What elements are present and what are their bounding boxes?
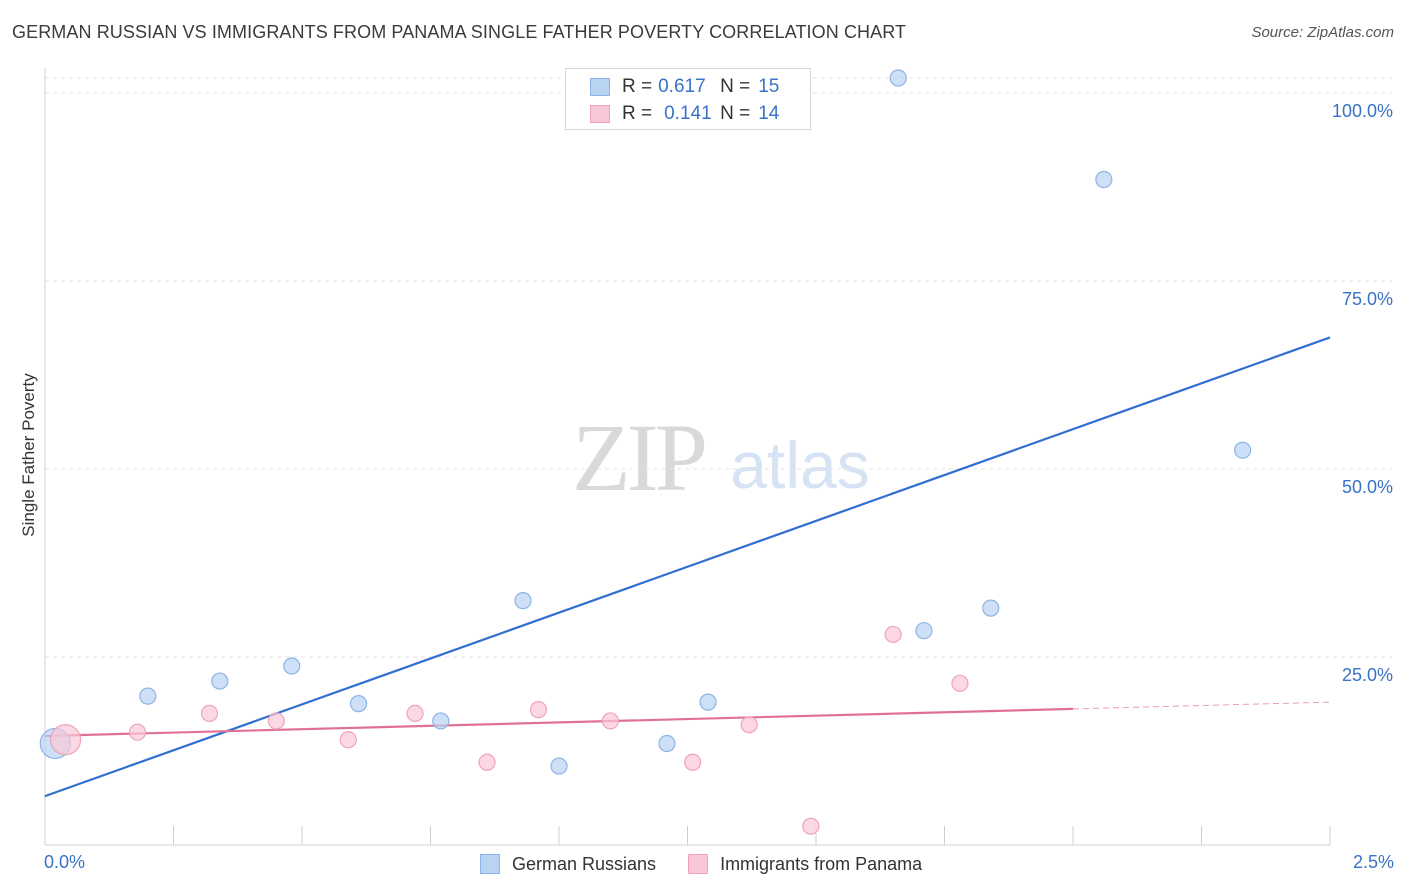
point-german-russians [283, 657, 301, 675]
n-value: 14 [758, 103, 780, 124]
point-german-russians [658, 734, 676, 753]
point-german-russians [1095, 170, 1113, 189]
y-tick-labels: 25.0% 50.0% 75.0% 100.0% [1332, 101, 1393, 685]
r-label: R = [622, 103, 653, 124]
point-immigrants-panama [684, 753, 702, 771]
data-points [39, 69, 1252, 835]
legend-item-german-russians[interactable]: German Russians [480, 854, 656, 875]
point-immigrants-panama [267, 712, 285, 730]
point-immigrants-panama [951, 674, 969, 692]
legend-label: Immigrants from Panama [720, 853, 923, 874]
trend-lines [44, 336, 1331, 798]
y-tick-label: 100.0% [1332, 101, 1393, 121]
y-tick-label: 50.0% [1342, 477, 1393, 497]
r-label: R = [622, 76, 653, 97]
y-tick-label: 25.0% [1342, 665, 1393, 685]
point-german-russians [139, 687, 157, 705]
legend-swatch-blue [590, 78, 610, 96]
legend-swatch-blue [480, 854, 500, 874]
legend-swatch-pink [688, 854, 709, 874]
point-german-russians [1234, 441, 1252, 459]
n-value: 15 [758, 76, 780, 97]
r-value: 0.617 [658, 76, 706, 97]
point-german-russians [514, 592, 532, 610]
point-immigrants-panama [478, 753, 496, 771]
grid-lines [45, 77, 1392, 658]
x-tick-max: 2.5% [1352, 852, 1394, 872]
legend-row-german-russians: R = 0.617 N = 15 [590, 75, 779, 99]
point-immigrants-panama [601, 712, 620, 730]
legend-item-immigrants-panama[interactable]: Immigrants from Panama [688, 854, 922, 875]
point-immigrants-panama [339, 731, 357, 749]
legend-swatch-pink [590, 105, 610, 123]
point-german-russians [432, 712, 450, 730]
point-german-russians [550, 757, 568, 775]
watermark-atlas: atlas [730, 428, 869, 502]
watermark-zip: ZIP [572, 404, 705, 511]
y-tick-label: 75.0% [1342, 289, 1393, 309]
axes [44, 68, 1331, 846]
point-immigrants-panama [128, 723, 147, 741]
point-immigrants-panama [406, 704, 424, 723]
point-immigrants-panama [884, 625, 902, 644]
point-german-russians [211, 672, 229, 690]
point-german-russians [699, 693, 717, 711]
legend-label: German Russians [512, 853, 657, 874]
legend-row-immigrants-panama: R = 0.141 N = 14 [590, 102, 779, 126]
n-label: N = [720, 103, 751, 124]
point-immigrants-panama [740, 716, 758, 734]
point-german-russians [915, 622, 933, 640]
n-label: N = [720, 76, 751, 97]
source-label: Source: ZipAtlas.com [1251, 24, 1394, 41]
r-value: 0.141 [664, 103, 712, 124]
x-tick-min: 0.0% [44, 852, 86, 872]
correlation-legend: R = 0.617 N = 15 R = 0.141 N = 14 [565, 68, 811, 130]
series-legend: German Russians Immigrants from Panama [480, 852, 954, 876]
trend-line-immigrants-panama-extension [1072, 701, 1331, 710]
point-immigrants-panama [200, 704, 219, 723]
point-german-russians [982, 599, 1000, 617]
point-immigrants-panama [49, 724, 82, 756]
trend-line-german-russians [44, 336, 1331, 798]
chart-title: GERMAN RUSSIAN VS IMMIGRANTS FROM PANAMA… [12, 22, 907, 42]
trend-line-immigrants-panama [44, 707, 1074, 738]
point-german-russians [889, 69, 907, 87]
point-immigrants-panama [529, 701, 548, 719]
point-german-russians [349, 695, 368, 713]
point-immigrants-panama [802, 817, 820, 835]
